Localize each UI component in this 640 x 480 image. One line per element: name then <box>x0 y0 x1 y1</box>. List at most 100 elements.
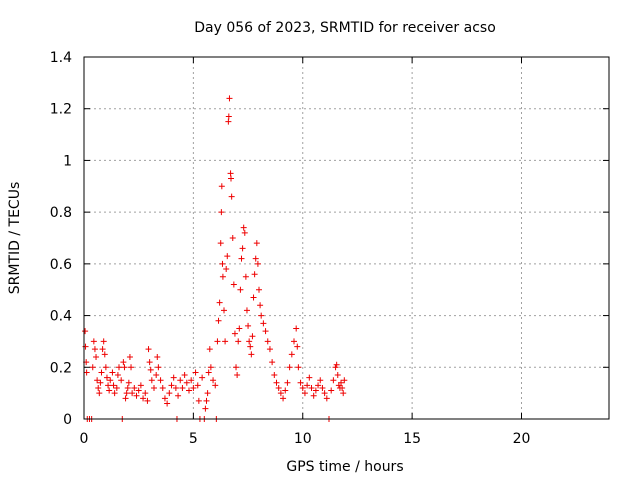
data-point <box>250 294 257 301</box>
y-tick-label: 1.2 <box>50 102 72 118</box>
data-point <box>260 320 267 327</box>
data-point <box>90 338 97 345</box>
data-point <box>128 364 135 371</box>
data-point <box>203 397 210 404</box>
data-point <box>144 397 151 404</box>
data-point <box>164 400 171 407</box>
data-point <box>222 338 229 345</box>
data-point <box>166 390 173 397</box>
data-point <box>306 374 313 381</box>
data-point <box>295 364 302 371</box>
data-point <box>147 366 154 373</box>
data-point <box>215 317 222 324</box>
data-point <box>330 377 337 384</box>
y-tick-label: 0 <box>63 412 72 428</box>
data-point <box>228 193 235 200</box>
data-point <box>273 379 280 386</box>
data-point <box>202 405 209 412</box>
data-point <box>340 390 347 397</box>
data-point <box>204 390 211 397</box>
data-point <box>248 351 255 358</box>
data-point <box>155 364 162 371</box>
data-point <box>238 255 245 262</box>
data-point <box>121 364 128 371</box>
data-point <box>297 379 304 386</box>
data-point <box>277 390 284 397</box>
data-point <box>217 240 224 247</box>
data-point <box>226 95 233 102</box>
data-point <box>280 395 287 402</box>
x-tick-label: 0 <box>80 431 89 447</box>
data-point <box>284 379 291 386</box>
data-point <box>240 224 247 231</box>
data-point <box>101 351 108 358</box>
data-point <box>269 359 276 366</box>
data-point <box>205 369 212 376</box>
y-tick-label: 0.6 <box>50 257 72 273</box>
data-point <box>105 382 112 389</box>
data-point <box>110 382 117 389</box>
data-point <box>251 271 258 278</box>
data-point <box>219 260 226 267</box>
data-point <box>266 346 273 353</box>
data-point <box>83 369 90 376</box>
data-point <box>239 245 246 252</box>
y-tick-label: 1.4 <box>50 50 72 66</box>
data-point <box>235 338 242 345</box>
data-point <box>146 359 153 366</box>
data-point <box>257 302 264 309</box>
y-axis-label: SRMTID / TECUs <box>7 182 23 295</box>
data-point <box>179 384 186 391</box>
series-srmtid <box>82 95 348 422</box>
data-point <box>161 395 168 402</box>
data-point <box>308 384 315 391</box>
data-point <box>291 338 297 345</box>
data-point <box>103 374 110 381</box>
data-point <box>294 343 301 350</box>
data-point <box>122 395 129 402</box>
data-point <box>212 382 219 389</box>
data-point <box>256 286 262 293</box>
data-point <box>142 390 149 397</box>
data-point <box>186 387 192 394</box>
data-point <box>145 346 152 353</box>
data-point <box>113 384 120 391</box>
data-point <box>237 286 244 293</box>
data-point <box>245 322 252 329</box>
data-point <box>133 392 140 399</box>
data-point <box>91 346 98 353</box>
data-point <box>210 377 217 384</box>
data-point <box>317 377 324 384</box>
y-tick-label: 0.2 <box>50 360 72 376</box>
data-point <box>118 377 125 384</box>
data-point <box>246 338 253 345</box>
data-point <box>207 364 214 371</box>
data-point <box>304 382 311 389</box>
data-point <box>241 229 248 236</box>
data-point <box>221 307 227 314</box>
data-point <box>288 351 295 358</box>
data-point <box>123 390 130 397</box>
data-point <box>310 392 317 399</box>
data-point <box>190 384 197 391</box>
y-tick-label: 0.4 <box>50 309 72 325</box>
data-point <box>120 359 127 366</box>
data-point <box>299 384 306 391</box>
data-point <box>157 377 164 384</box>
data-point <box>262 328 269 335</box>
data-point <box>188 377 195 384</box>
y-tick-label: 1 <box>63 153 72 169</box>
data-point <box>216 299 223 306</box>
data-point <box>225 113 232 120</box>
data-point <box>319 384 326 391</box>
data-point <box>332 364 339 371</box>
data-point <box>264 338 271 345</box>
data-point <box>131 384 138 391</box>
data-point <box>97 379 104 386</box>
data-point <box>253 240 260 247</box>
data-point <box>125 379 132 386</box>
data-point <box>199 374 206 381</box>
data-point <box>109 369 116 376</box>
data-point <box>159 384 166 391</box>
